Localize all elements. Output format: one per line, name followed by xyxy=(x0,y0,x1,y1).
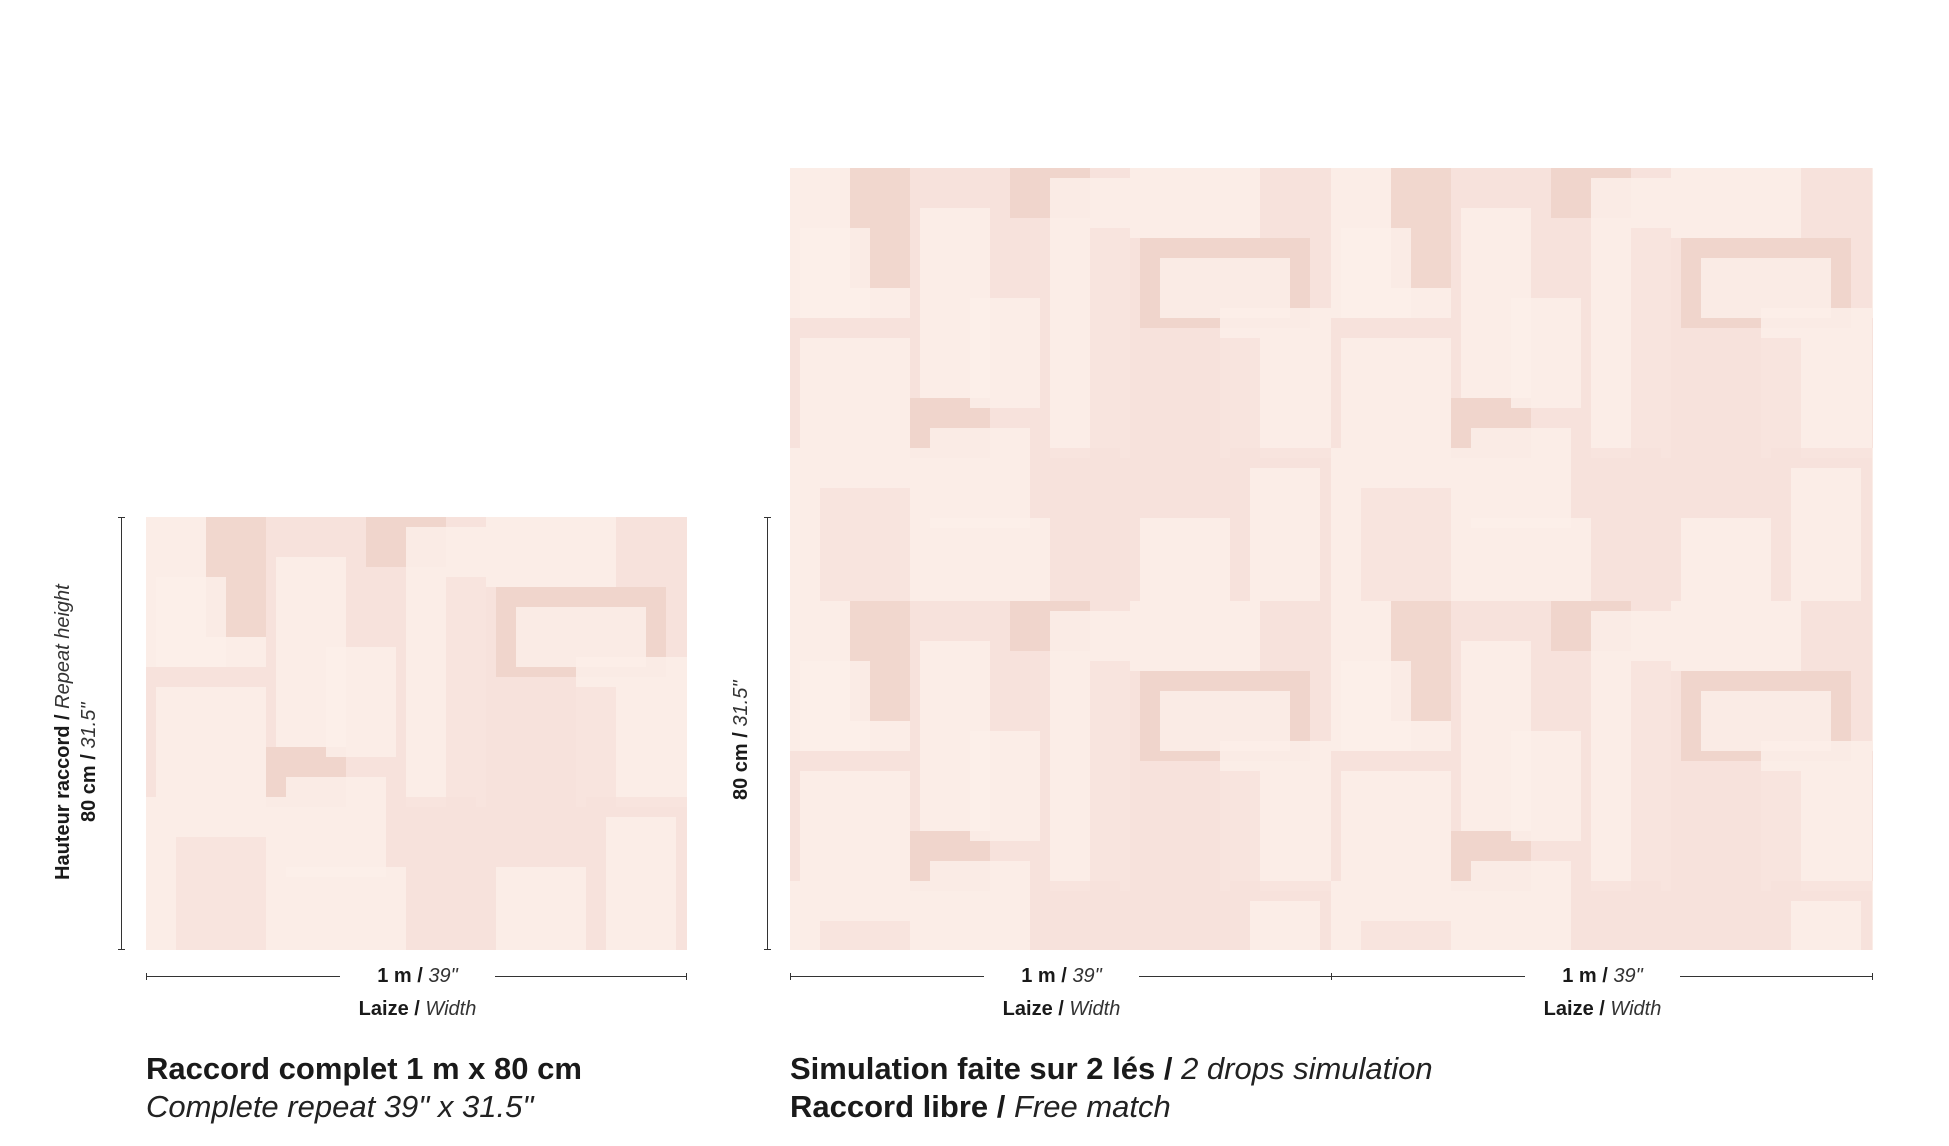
repeat-pattern-image xyxy=(146,517,687,950)
repeat-height-label-fr: Hauteur raccord / xyxy=(52,714,74,880)
pattern-tile xyxy=(1341,661,1411,751)
pattern-tile xyxy=(286,777,386,877)
pattern-tile xyxy=(800,661,870,751)
pattern-tile xyxy=(486,517,616,587)
repeat-caption-title: Raccord complet 1 m x 80 cm xyxy=(146,1051,582,1086)
pattern-tile xyxy=(1511,731,1581,841)
repeat-caption-line1: Raccord complet 1 m x 80 cm xyxy=(146,1050,582,1088)
simulation-height-imperial: 31.5" xyxy=(730,680,752,727)
pattern-tile xyxy=(1341,338,1451,448)
pattern-tile xyxy=(1872,168,1873,318)
drop-2-width-imperial: 39" xyxy=(1613,965,1643,987)
drop-1-width-value: 1 m / xyxy=(1021,965,1067,987)
simulation-caption-line1: Simulation faite sur 2 lés / 2 drops sim… xyxy=(790,1050,1433,1088)
simulation-pattern-image xyxy=(790,168,1873,950)
pattern-tile xyxy=(606,817,676,950)
pattern-tile xyxy=(1361,921,1451,950)
pattern-tile xyxy=(820,488,910,601)
drop-1-width-imperial: 39" xyxy=(1072,965,1102,987)
pattern-tile xyxy=(1872,751,1873,891)
pattern-tile xyxy=(1872,318,1873,458)
drop-2-width-value: 1 m / xyxy=(1562,965,1608,987)
simulation-height-dimension-line xyxy=(764,517,771,950)
pattern-tile xyxy=(930,518,1050,601)
repeat-height-value: 80 cm / xyxy=(78,754,100,822)
simulation-caption-line2: Raccord libre / Free match xyxy=(790,1088,1171,1126)
repeat-caption-subtitle: Complete repeat 39" x 31.5" xyxy=(146,1089,534,1124)
pattern-tile xyxy=(1120,901,1200,950)
pattern-tile xyxy=(496,867,586,950)
pattern-tile xyxy=(1030,881,1120,950)
pattern-tile xyxy=(156,687,266,797)
width-value: 1 m / xyxy=(377,965,423,987)
repeat-height-label-en: Repeat height xyxy=(52,584,74,709)
pattern-tile xyxy=(1130,168,1260,238)
pattern-tile xyxy=(930,861,1030,950)
width-label-en: Width xyxy=(425,998,477,1020)
repeat-height-dimension-line xyxy=(118,517,125,950)
pattern-tile xyxy=(1341,228,1411,318)
pattern-tile xyxy=(1341,771,1451,881)
repeat-preview-panel xyxy=(146,517,687,950)
pattern-tile xyxy=(800,771,910,881)
pattern-tile xyxy=(970,731,1040,841)
pattern-tile xyxy=(1471,861,1571,950)
width-value-label: 1 m / 39" xyxy=(340,964,495,988)
simulation-height-label: 80 cm / 31.5" xyxy=(728,681,754,800)
pattern-tile xyxy=(1681,518,1771,601)
pattern-tile xyxy=(1361,488,1451,601)
pattern-tile xyxy=(1250,468,1320,601)
pattern-tile xyxy=(1661,901,1741,950)
pattern-tile xyxy=(156,577,226,667)
pattern-tile xyxy=(930,428,1030,528)
pattern-tile xyxy=(1471,518,1591,601)
pattern-tile xyxy=(1250,901,1320,950)
simulation-height-value: 80 cm / xyxy=(730,732,752,800)
pattern-tile xyxy=(1471,428,1571,528)
drop-1-width-label-en: Width xyxy=(1069,998,1121,1020)
drop-1-width-label-fr: Laize / xyxy=(1002,998,1064,1020)
match-caption-en: Free match xyxy=(1013,1089,1171,1124)
pattern-tile xyxy=(1791,901,1861,950)
pattern-tile xyxy=(800,228,870,318)
drop-2-width-label: Laize / Width xyxy=(1525,997,1680,1021)
width-label: Laize / Width xyxy=(340,997,495,1021)
pattern-tile xyxy=(286,867,406,950)
repeat-caption-line2: Complete repeat 39" x 31.5" xyxy=(146,1088,533,1126)
pattern-tile xyxy=(1671,168,1801,238)
simulation-preview-panel xyxy=(790,168,1873,950)
pattern-tile xyxy=(1791,468,1861,601)
pattern-tile xyxy=(800,338,910,448)
pattern-tile xyxy=(1872,448,1873,601)
pattern-tile xyxy=(1872,601,1873,751)
simulation-caption-en: 2 drops simulation xyxy=(1181,1051,1433,1086)
drop-2-width-value-label: 1 m / 39" xyxy=(1525,964,1680,988)
drop-1-width-value-label: 1 m / 39" xyxy=(984,964,1139,988)
simulation-caption-fr: Simulation faite sur 2 lés / xyxy=(790,1051,1173,1086)
pattern-tile xyxy=(1872,881,1873,950)
pattern-tile xyxy=(1671,601,1801,671)
pattern-tile xyxy=(820,921,910,950)
pattern-tile xyxy=(970,298,1040,408)
match-caption-fr: Raccord libre / xyxy=(790,1089,1006,1124)
drop-1-width-label: Laize / Width xyxy=(984,997,1139,1021)
pattern-tile xyxy=(1571,881,1661,950)
pattern-tile xyxy=(1130,601,1260,671)
pattern-tile xyxy=(176,837,266,950)
repeat-height-imperial: 31.5" xyxy=(78,702,100,749)
pattern-tile xyxy=(326,647,396,757)
pattern-tile xyxy=(1140,518,1230,601)
repeat-height-label: Hauteur raccord / Repeat height 80 cm / … xyxy=(50,584,102,880)
width-imperial: 39" xyxy=(428,965,458,987)
drop-2-width-label-fr: Laize / xyxy=(1543,998,1605,1020)
pattern-tile xyxy=(1511,298,1581,408)
width-label-fr: Laize / xyxy=(358,998,420,1020)
drop-2-width-label-en: Width xyxy=(1610,998,1662,1020)
